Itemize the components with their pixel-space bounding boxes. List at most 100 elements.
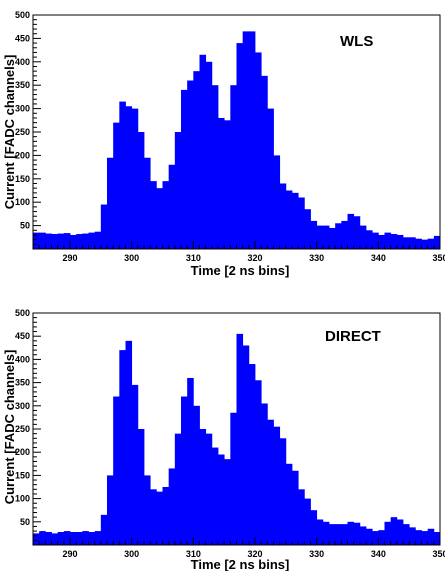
direct-bar [63,531,71,545]
direct-bar [285,463,293,545]
direct-bar [304,498,311,545]
direct-bar [316,519,324,545]
direct-y-tick-label: 400 [15,354,30,364]
wls-x-tick-label: 300 [124,253,139,263]
direct-bar [335,524,342,545]
wls-bar [372,232,379,249]
wls-x-tick-label: 340 [371,253,386,263]
wls-bar [125,106,133,249]
direct-y-tick-label: 300 [15,401,30,411]
wls-bar [236,43,244,249]
wls-bar [230,85,237,249]
wls-x-tick-label: 320 [247,253,262,263]
direct-bar [181,396,188,545]
wls-bar [63,233,71,249]
wls-bar [273,155,281,249]
direct-bar [33,533,40,545]
direct-bar [372,531,379,545]
wls-bar [174,132,182,249]
direct-bar [415,530,422,545]
wls-bar [409,237,416,249]
wls-x-tick-label: 310 [186,253,201,263]
wls-bar [100,204,108,249]
direct-bar [119,350,126,545]
direct-bar [310,510,318,545]
wls-bar [415,238,422,249]
wls-y-tick-label: 450 [15,33,30,43]
wls-bar [384,232,392,249]
wls-y-tick-label: 500 [15,10,30,20]
direct-bar [322,521,330,545]
direct-y-tick-label: 450 [15,331,30,341]
direct-y-tick-label: 50 [20,517,30,527]
wls-y-tick-label: 100 [15,197,30,207]
direct-x-tick-label: 300 [124,549,139,559]
direct-x-axis-title: Time [2 ns bins] [191,557,290,571]
wls-bar [162,181,170,249]
wls-bar [218,117,225,250]
wls-bar [341,220,348,249]
wls-bar [335,223,342,249]
wls-bar [137,132,145,249]
direct-bar [211,447,219,545]
wls-bar [187,80,194,250]
direct-bar [168,468,176,545]
direct-bar [205,433,213,545]
direct-bar [255,380,262,545]
direct-x-tick-label: 330 [309,549,324,559]
wls-bar [353,216,361,249]
wls-bar [224,120,231,249]
direct-bar [347,521,355,545]
direct-bar [273,426,281,545]
direct-bar [162,487,170,545]
direct-y-tick-label: 100 [15,494,30,504]
wls-bar [113,122,120,249]
direct-bar [88,532,96,545]
direct-bar [292,470,299,545]
wls-bar [316,225,324,249]
direct-y-tick-label: 350 [15,378,30,388]
wls-bar [396,234,404,249]
wls-bar [144,157,151,249]
wls-bar [156,188,163,249]
wls-bar [279,183,287,249]
direct-bar [366,528,373,545]
wls-bar [181,89,188,249]
direct-x-tick-label: 340 [371,549,386,559]
direct-bar [70,532,77,545]
wls-bar [359,225,367,249]
direct-x-tick-label: 320 [247,549,262,559]
wls-bar [205,61,213,249]
direct-bar [384,521,392,545]
wls-bar [168,164,176,249]
wls-y-tick-label: 350 [15,80,30,90]
direct-bar [329,524,336,545]
wls-y-tick-label: 300 [15,104,30,114]
direct-y-tick-label: 500 [15,308,30,318]
direct-bar [359,526,367,545]
direct-bar [279,438,287,545]
wls-bar [329,227,336,249]
wls-bar [51,234,59,249]
direct-bar [131,384,139,545]
direct-x-tick-label: 290 [62,549,77,559]
wls-bar [261,75,268,249]
direct-bar [230,412,237,545]
wls-x-axis: 290 300 310 320 330 340 350 [32,241,445,263]
wls-bar [45,233,52,249]
direct-bar [193,405,200,545]
wls-y-tick-label: 250 [15,127,30,137]
direct-bar [396,519,404,545]
direct-bar [421,531,429,545]
wls-y-tick-label: 50 [20,221,30,231]
wls-bar [292,192,299,249]
direct-bar [76,532,83,545]
direct-bar [341,524,348,545]
direct-bar [57,532,65,545]
wls-bar [39,232,46,249]
direct-y-tick-label: 150 [15,470,30,480]
direct-bar [298,489,305,545]
wls-y-tick-label: 150 [15,174,30,184]
direct-bar [390,517,398,545]
wls-bar [378,234,385,249]
